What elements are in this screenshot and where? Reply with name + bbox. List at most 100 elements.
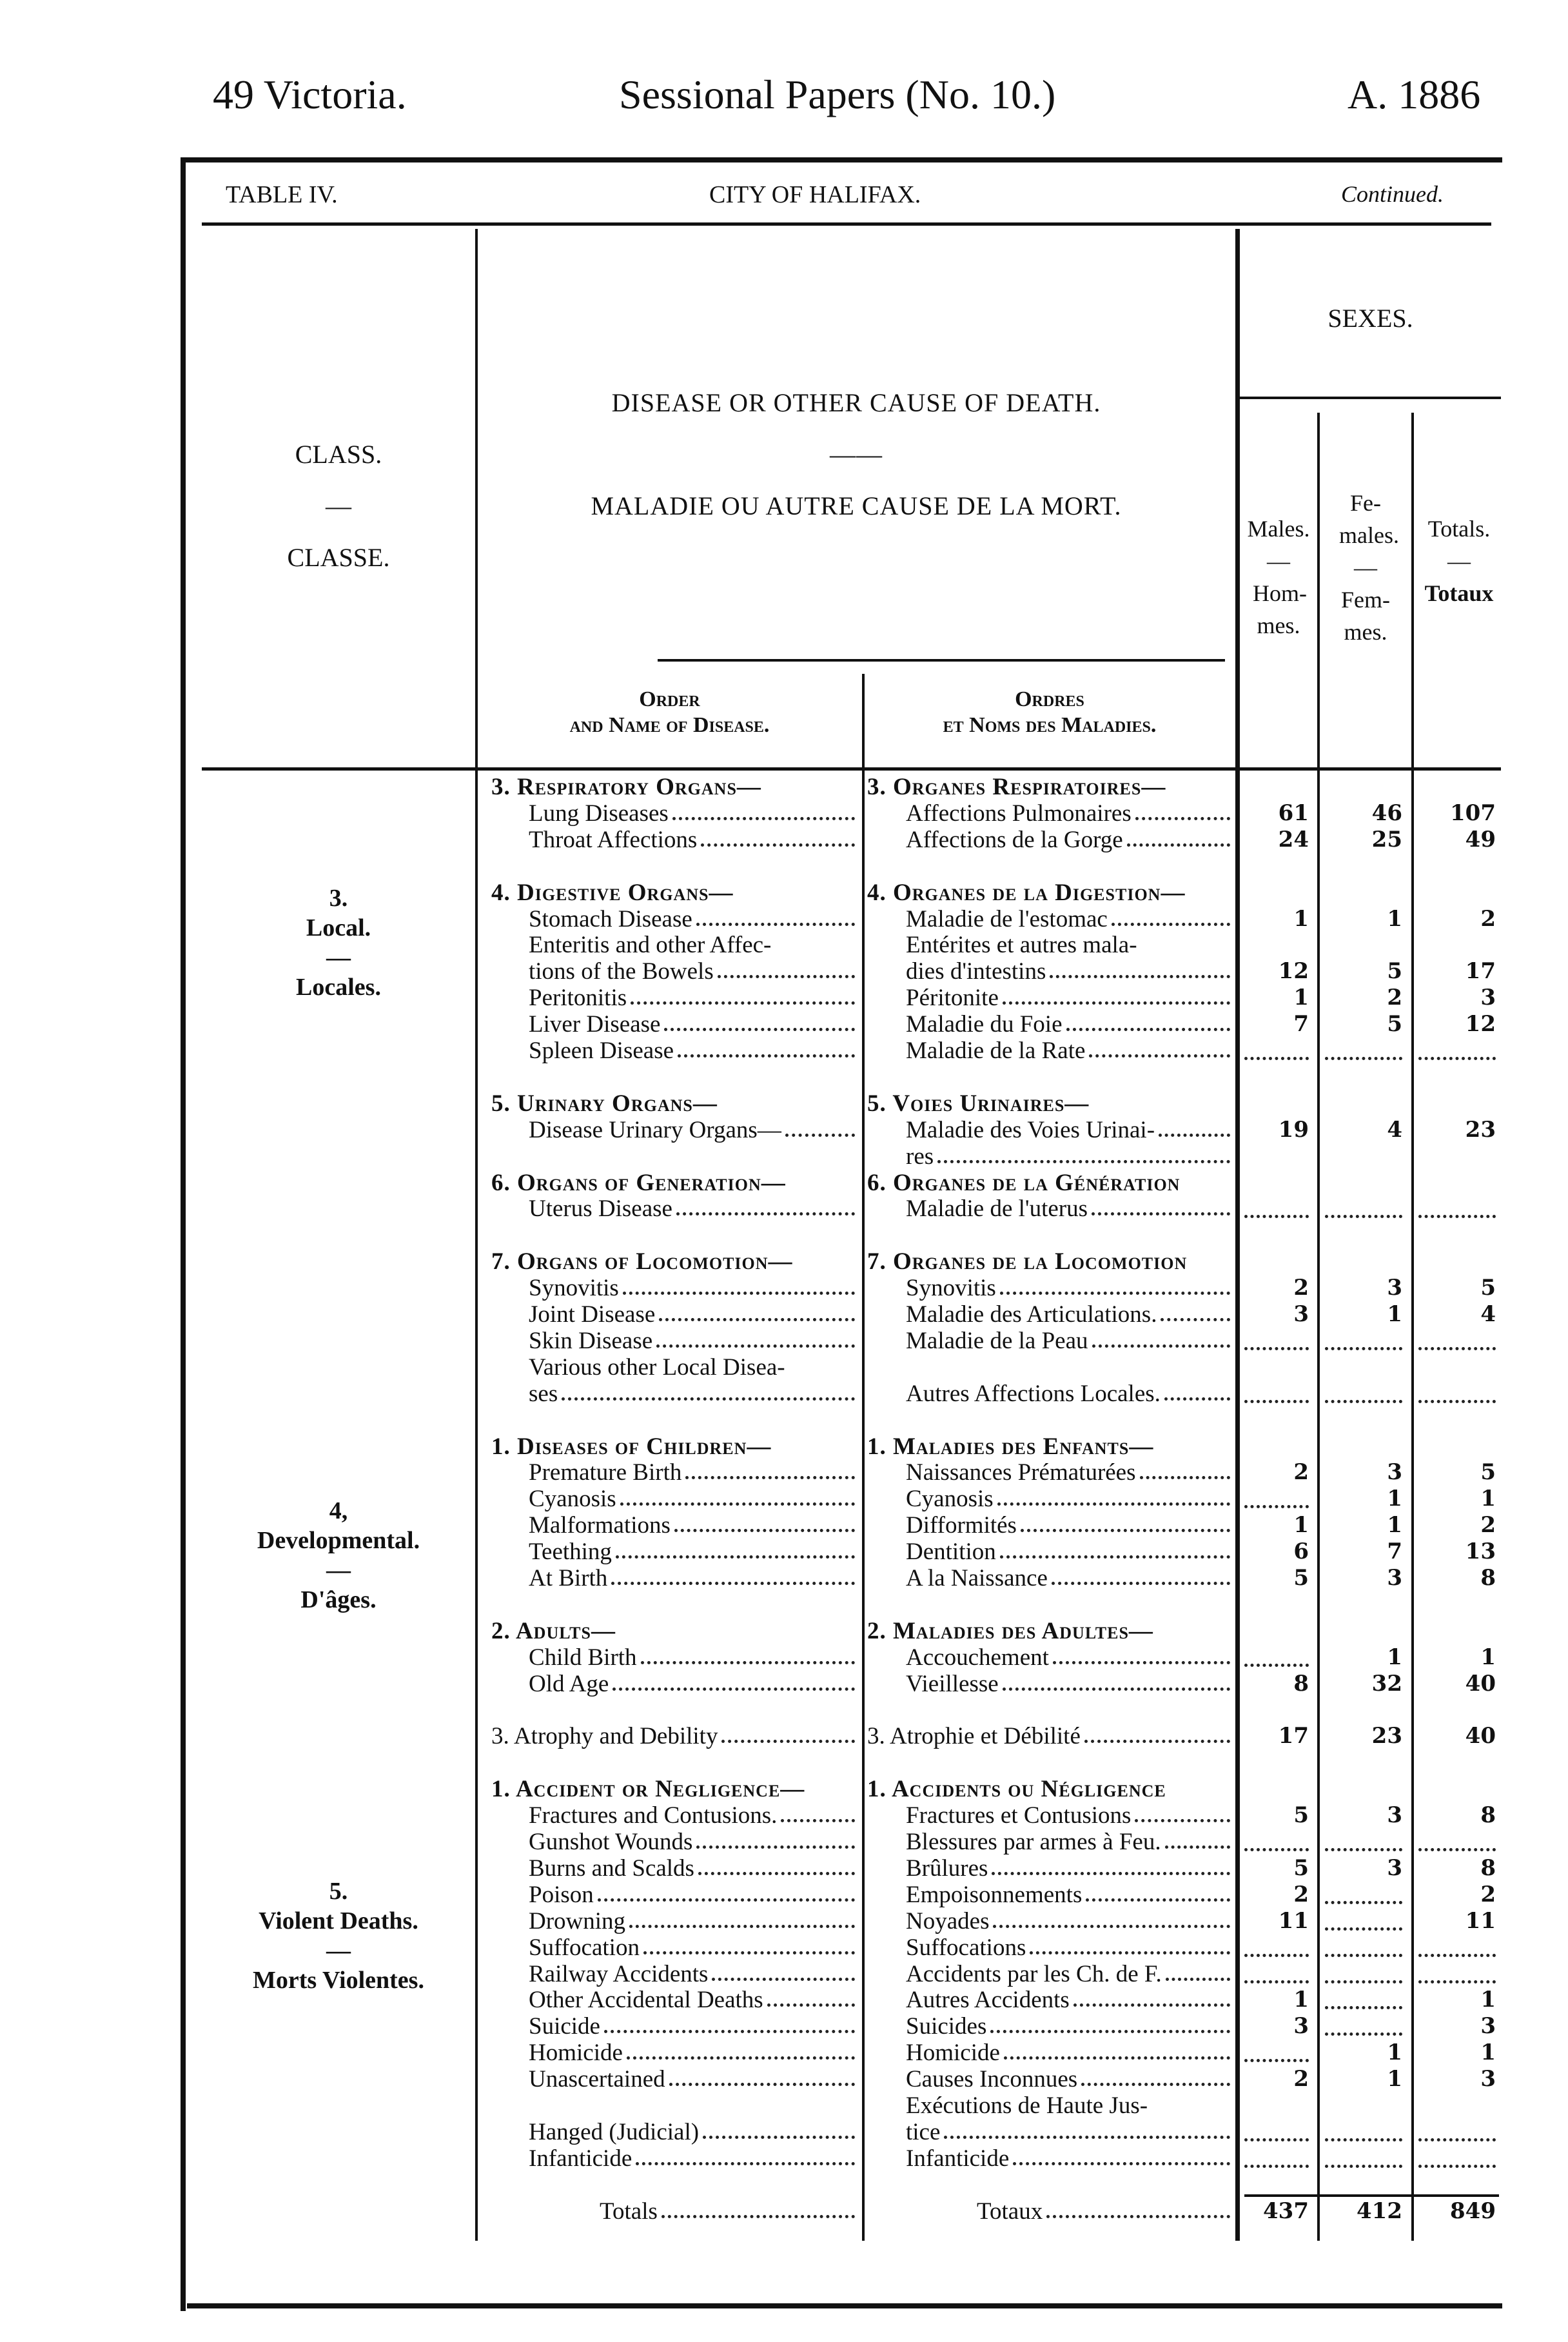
cell-text: 5. Urinary Organs—	[491, 1090, 718, 1117]
disease-fr: Naissances Prématurées	[906, 1459, 1233, 1486]
table-row	[0, 1222, 1568, 1248]
males-value	[1244, 1829, 1309, 1851]
females-value: 5	[1387, 1011, 1402, 1038]
cell-text: Maladie de la Rate	[906, 1038, 1086, 1064]
males-value: 24	[1278, 826, 1309, 852]
cell-text: tice	[906, 2118, 941, 2145]
table-row: 1. Diseases of Children— 1. Maladies des …	[0, 1433, 1568, 1460]
cell-text: Old Age	[529, 1670, 609, 1697]
order-en-line1: Order	[639, 687, 700, 711]
disease-en: Skin Disease	[529, 1328, 858, 1354]
cell-text: 6. Organes de la Génération	[867, 1169, 1181, 1196]
class-label-en: CLASS.	[295, 440, 382, 469]
cell-text: Unascertained	[529, 2066, 665, 2093]
table-row: Malformations Difformités 1 1 2	[0, 1512, 1568, 1539]
dot-leader	[781, 1802, 855, 1823]
dot-leader	[1084, 1723, 1230, 1744]
females-value	[1325, 1961, 1402, 1983]
dot-leader	[1081, 2066, 1230, 2087]
females-value: 1	[1387, 1301, 1402, 1327]
disease-en: 2. Adults—	[491, 1618, 858, 1644]
cell-text: Maladie de l'uterus	[906, 1196, 1088, 1223]
disease-en: Lung Diseases	[529, 800, 858, 827]
females-value: 1	[1387, 1486, 1402, 1512]
left-border	[181, 157, 186, 2311]
table-row: Poison Empoisonnements 2 2	[0, 1882, 1568, 1908]
cell-text: 1. Diseases of Children—	[491, 1433, 772, 1460]
cell-text: Suicide	[529, 2013, 600, 2040]
disease-en: Poison	[529, 1882, 858, 1908]
table-row: Enteritis and other Affec- Entérites et a…	[0, 932, 1568, 958]
disease-en: Joint Disease	[529, 1301, 858, 1328]
table-row: 1. Accident or Negligence— 1. Accidents o…	[0, 1776, 1568, 1802]
cell-text: Burns and Scalds	[529, 1855, 694, 1882]
divider-males	[1317, 413, 1320, 2241]
females-value	[1325, 1381, 1402, 1403]
females-value: 412	[1357, 2198, 1402, 2224]
table-row: 3. Respiratory Organs— 3. Organes Respira…	[0, 774, 1568, 800]
totals-label: Totals.	[1427, 516, 1491, 542]
cell-text: A la Naissance	[906, 1565, 1048, 1591]
table-row: Disease Urinary Organs— Maladie des Voies…	[0, 1117, 1568, 1143]
top-rule	[181, 157, 1502, 162]
cell-text: Difformités	[906, 1512, 1017, 1539]
divider-en-fr	[862, 674, 865, 2241]
table-row: Old Age Vieillesse 8 32 40	[0, 1671, 1568, 1697]
dot-leader	[1020, 1512, 1230, 1533]
cell-text: 3. Respiratory Organs—	[491, 774, 761, 800]
table-row: Drowning Noyades 11 11	[0, 1908, 1568, 1934]
dot-leader	[678, 1038, 855, 1058]
disease-en: Malformations	[529, 1512, 858, 1539]
females-value	[1325, 2145, 1402, 2168]
table-row	[0, 1697, 1568, 1724]
females-value: 1	[1387, 2040, 1402, 2066]
dot-leader	[622, 1275, 855, 1295]
cell-text: 1. Accidents ou Négligence	[867, 1776, 1166, 1803]
dot-leader	[1164, 1381, 1230, 1401]
sexes-header: SEXES.	[1328, 304, 1413, 333]
disease-en: Suffocation	[529, 1934, 858, 1961]
cell-text: 7. Organs of Locomotion—	[491, 1248, 793, 1275]
totals-value: 13	[1465, 1539, 1496, 1565]
cell-text: Malformations	[529, 1512, 671, 1539]
cell-text: Infanticide	[529, 2145, 632, 2172]
table-row: Skin Disease Maladie de la Peau	[0, 1328, 1568, 1354]
cell-text: 7. Organes de la Locomotion	[867, 1248, 1188, 1275]
cell-text: Homicide	[906, 2040, 1000, 2067]
totals-value	[1418, 1038, 1496, 1060]
females-value: 7	[1387, 1539, 1402, 1565]
dot-leader	[701, 827, 855, 847]
dot-leader	[1165, 1961, 1230, 1981]
males-value	[1244, 1328, 1309, 1350]
disease-label-fr: MALADIE OU AUTRE CAUSE DE LA MORT.	[591, 491, 1122, 520]
females-label-fr: Fem-mes.	[1341, 587, 1390, 645]
cell-text: Teething	[529, 1539, 612, 1566]
disease-fr: Entérites et autres mala-	[906, 932, 1233, 958]
disease-en: Old Age	[529, 1671, 858, 1697]
dot-leader	[717, 958, 855, 979]
cell-text: 2. Maladies des Adultes—	[867, 1617, 1153, 1644]
females-value	[1325, 2013, 1402, 2036]
disease-fr: Brûlures	[906, 1855, 1233, 1882]
males-value	[1244, 1644, 1309, 1667]
table-row: Suicide Suicides 3 3	[0, 2013, 1568, 2040]
males-value	[1244, 1196, 1309, 1219]
dot-leader	[672, 800, 855, 820]
table-row	[0, 1064, 1568, 1090]
table-row: ses Autres Affections Locales.	[0, 1381, 1568, 1407]
dot-leader	[1013, 2145, 1230, 2165]
disease-en: Cyanosis	[529, 1486, 858, 1512]
disease-fr: Noyades	[906, 1908, 1233, 1934]
dot-leader	[1126, 827, 1230, 847]
disease-fr: Maladie de l'uterus	[906, 1196, 1233, 1222]
totals-value: 1	[1480, 1987, 1496, 2013]
males-value: 2	[1293, 2066, 1309, 2092]
dot-leader	[562, 1381, 855, 1401]
order-fr-line2: et Noms des Maladies.	[943, 713, 1157, 737]
disease-fr: dies d'intestins	[906, 958, 1233, 985]
dot-leader	[721, 1723, 855, 1744]
class-en: Local.	[306, 914, 371, 941]
sexes-rule	[1240, 397, 1501, 399]
disease-fr: Suicides	[906, 2013, 1233, 2040]
cell-text: Infanticide	[906, 2145, 1010, 2172]
